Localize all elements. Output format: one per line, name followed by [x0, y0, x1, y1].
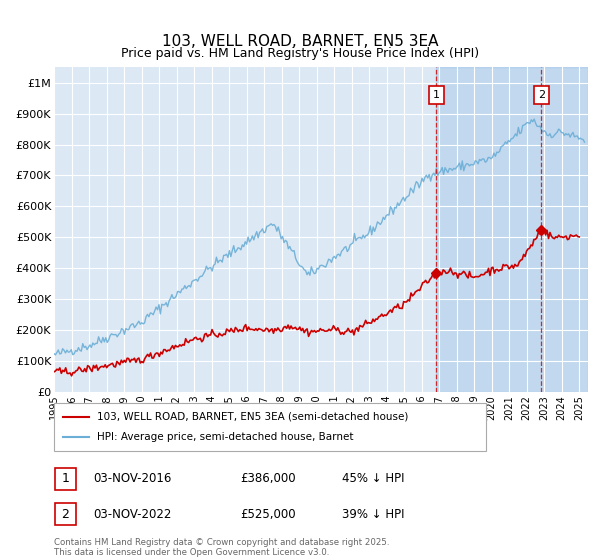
Text: 1: 1 [433, 90, 440, 100]
FancyBboxPatch shape [54, 403, 486, 451]
Bar [436, 67, 588, 392]
Text: Price paid vs. HM Land Registry's House Price Index (HPI): Price paid vs. HM Land Registry's House … [121, 46, 479, 60]
Text: 103, WELL ROAD, BARNET, EN5 3EA: 103, WELL ROAD, BARNET, EN5 3EA [162, 35, 438, 49]
Text: 2: 2 [538, 90, 545, 100]
Text: £386,000: £386,000 [240, 472, 296, 486]
Text: HPI: Average price, semi-detached house, Barnet: HPI: Average price, semi-detached house,… [97, 432, 354, 442]
Text: Contains HM Land Registry data © Crown copyright and database right 2025.
This d: Contains HM Land Registry data © Crown c… [54, 538, 389, 557]
Text: 103, WELL ROAD, BARNET, EN5 3EA (semi-detached house): 103, WELL ROAD, BARNET, EN5 3EA (semi-de… [97, 412, 409, 422]
Text: 2: 2 [61, 507, 70, 521]
FancyBboxPatch shape [55, 468, 76, 490]
Text: 1: 1 [61, 472, 70, 486]
Text: £525,000: £525,000 [240, 507, 296, 521]
Text: 03-NOV-2022: 03-NOV-2022 [93, 507, 172, 521]
Text: 39% ↓ HPI: 39% ↓ HPI [342, 507, 404, 521]
FancyBboxPatch shape [55, 503, 76, 525]
Text: 45% ↓ HPI: 45% ↓ HPI [342, 472, 404, 486]
Text: 03-NOV-2016: 03-NOV-2016 [93, 472, 172, 486]
